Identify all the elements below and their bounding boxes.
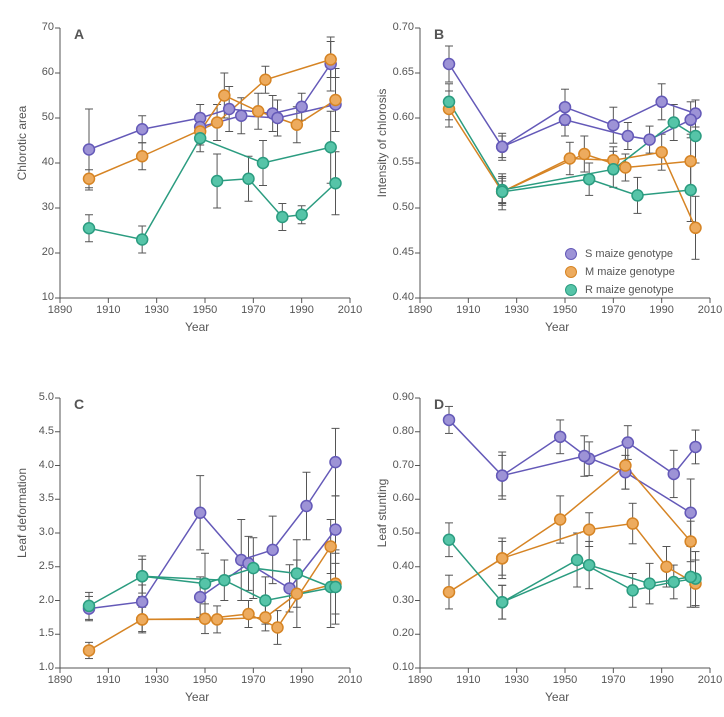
xtick-label: 2010	[335, 304, 365, 316]
ytick-label: 0.80	[380, 425, 414, 437]
legend-item: S maize genotype	[565, 245, 675, 263]
panel-D-svg	[420, 398, 710, 668]
panel-C	[60, 398, 350, 668]
xtick-label: 1970	[598, 304, 628, 316]
figure-root: 1890191019301950197019902010102030405060…	[0, 0, 724, 717]
ytick-label: 1.5	[20, 627, 54, 639]
ytick-label: 10	[20, 291, 54, 303]
panel-letter-C: C	[74, 396, 84, 412]
xtick-label: 1990	[287, 304, 317, 316]
xlabel-A: Year	[185, 320, 209, 334]
ytick-label: 70	[20, 21, 54, 33]
legend-label: R maize genotype	[585, 284, 674, 296]
ytick-label: 20	[20, 246, 54, 258]
ytick-label: 0.70	[380, 21, 414, 33]
xtick-label: 2010	[695, 674, 724, 686]
xtick-label: 1950	[550, 304, 580, 316]
xtick-label: 1930	[502, 304, 532, 316]
ytick-label: 5.0	[20, 391, 54, 403]
xtick-label: 1890	[405, 674, 435, 686]
xtick-label: 1890	[45, 674, 75, 686]
xtick-label: 1990	[647, 674, 677, 686]
panel-letter-D: D	[434, 396, 444, 412]
xtick-label: 1950	[190, 674, 220, 686]
legend-swatch-icon	[565, 248, 577, 260]
ylabel-C: Leaf deformation	[15, 438, 29, 588]
xtick-label: 1910	[453, 304, 483, 316]
ytick-label: 2.0	[20, 594, 54, 606]
xtick-label: 1970	[598, 674, 628, 686]
xtick-label: 1990	[647, 304, 677, 316]
xtick-label: 1950	[190, 304, 220, 316]
panel-C-svg	[60, 398, 350, 668]
ytick-label: 0.30	[380, 594, 414, 606]
xtick-label: 1930	[502, 674, 532, 686]
xtick-label: 1890	[405, 304, 435, 316]
ytick-label: 1.0	[20, 661, 54, 673]
ylabel-A: Chlorotic area	[15, 68, 29, 218]
ytick-label: 0.20	[380, 627, 414, 639]
xtick-label: 1990	[287, 674, 317, 686]
xtick-label: 1910	[93, 674, 123, 686]
xlabel-D: Year	[545, 690, 569, 704]
legend-swatch-icon	[565, 266, 577, 278]
xtick-label: 1890	[45, 304, 75, 316]
panel-letter-A: A	[74, 26, 84, 42]
ytick-label: 0.45	[380, 246, 414, 258]
legend-swatch-icon	[565, 284, 577, 296]
xtick-label: 2010	[695, 304, 724, 316]
ytick-label: 0.10	[380, 661, 414, 673]
panel-A	[60, 28, 350, 298]
ytick-label: 4.5	[20, 425, 54, 437]
panel-D	[420, 398, 710, 668]
ytick-label: 0.40	[380, 291, 414, 303]
panel-A-svg	[60, 28, 350, 298]
legend-label: M maize genotype	[585, 266, 675, 278]
xlabel-C: Year	[185, 690, 209, 704]
legend: S maize genotype M maize genotype R maize …	[565, 245, 675, 299]
xtick-label: 1970	[238, 304, 268, 316]
ylabel-D: Leaf stunting	[375, 438, 389, 588]
xlabel-B: Year	[545, 320, 569, 334]
xtick-label: 2010	[335, 674, 365, 686]
xtick-label: 1930	[142, 674, 172, 686]
xtick-label: 1970	[238, 674, 268, 686]
ytick-label: 0.90	[380, 391, 414, 403]
xtick-label: 1950	[550, 674, 580, 686]
xtick-label: 1930	[142, 304, 172, 316]
legend-item: M maize genotype	[565, 263, 675, 281]
panel-letter-B: B	[434, 26, 444, 42]
legend-label: S maize genotype	[585, 248, 673, 260]
legend-item: R maize genotype	[565, 281, 675, 299]
ylabel-B: Intensity of chlorosis	[375, 68, 389, 218]
xtick-label: 1910	[453, 674, 483, 686]
xtick-label: 1910	[93, 304, 123, 316]
